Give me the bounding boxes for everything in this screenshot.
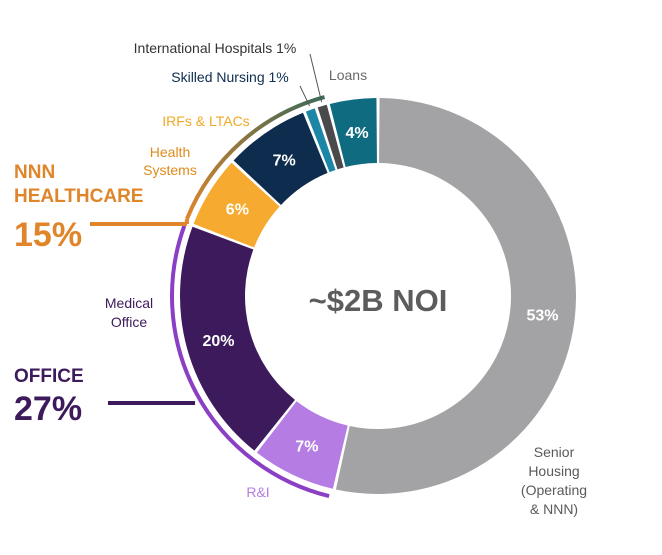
donut-slices	[180, 98, 576, 494]
bracket-nnn-healthcare	[185, 95, 326, 220]
slice-health-systems	[193, 162, 280, 248]
group-value-office: 27%	[14, 390, 82, 428]
leader-line-international-hospitals	[309, 53, 323, 103]
slice-label-senior-housing-operating-nnn-line-2: Housing	[528, 463, 579, 479]
slice-skilled-nursing	[305, 108, 336, 173]
slice-value-loans: 4%	[345, 125, 368, 142]
slice-label-medical-office-line-2: Office	[111, 314, 148, 330]
slice-label-skilled-nursing: Skilled Nursing 1%	[171, 69, 289, 85]
slice-value-medical-office: 20%	[202, 333, 234, 350]
group-title-nnn-healthcare-line-1: NNN	[14, 162, 55, 183]
leader-line-skilled-nursing	[299, 85, 311, 107]
slice-value-health-systems: 6%	[226, 202, 249, 219]
slice-label-medical-office-line-1: Medical	[105, 295, 153, 311]
group-brackets	[90, 95, 330, 499]
slice-value-senior-housing-operating-nnn: 53%	[526, 307, 558, 324]
group-title-office: OFFICE	[14, 366, 84, 387]
slice-label-r-i: R&I	[246, 484, 269, 500]
slice-r-i	[256, 401, 348, 489]
slice-international-hospitals	[317, 104, 344, 170]
slice-loans	[329, 98, 377, 168]
slice-label-senior-housing-operating-nnn-line-4: & NNN)	[530, 501, 578, 517]
slice-label-senior-housing-operating-nnn-line-3: (Operating	[521, 482, 587, 498]
slice-medical-office	[180, 226, 295, 451]
slice-value-irfs-ltacs: 7%	[273, 153, 296, 170]
slice-label-international-hospitals: International Hospitals 1%	[134, 40, 297, 56]
slice-label-loans: Loans	[329, 67, 367, 83]
slice-label-senior-housing-operating-nnn-line-1: Senior	[534, 444, 575, 460]
slice-label-health-systems-line-2: Systems	[143, 162, 197, 178]
group-value-nnn-healthcare: 15%	[14, 216, 82, 254]
slice-label-health-systems-line-1: Health	[150, 144, 190, 160]
slice-irfs-ltacs	[233, 112, 328, 205]
group-title-nnn-healthcare-line-2: HEALTHCARE	[14, 186, 143, 207]
slice-senior-housing-operating-nnn	[335, 98, 576, 494]
bracket-office	[170, 225, 330, 499]
slice-value-r-i: 7%	[295, 438, 318, 455]
center-label: ~$2B NOI	[309, 283, 448, 318]
slice-labels: 53% 7% 20% 6% 7% 4% Senior Housing (Operating & N…	[14, 40, 587, 517]
slice-label-irfs-ltacs: IRFs & LTACs	[162, 113, 249, 129]
